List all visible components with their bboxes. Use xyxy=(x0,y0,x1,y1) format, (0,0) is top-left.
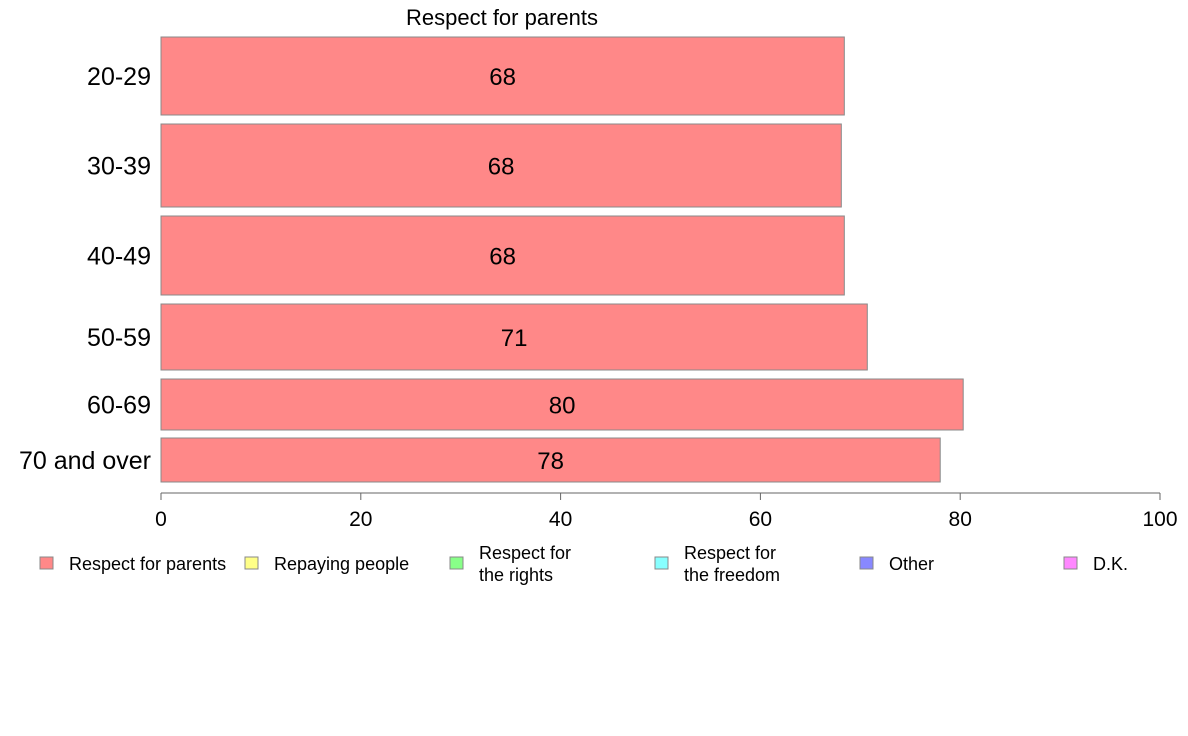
category-label: 20-29 xyxy=(87,63,151,91)
category-label: 30-39 xyxy=(87,153,151,181)
legend-label: Respect for the freedom xyxy=(684,543,780,585)
legend-swatch xyxy=(654,556,669,570)
bar-30-39 xyxy=(160,123,842,208)
category-label: 50-59 xyxy=(87,324,151,352)
value-label: 78 xyxy=(537,448,564,475)
legend-label: D.K. xyxy=(1093,554,1128,574)
bars xyxy=(160,36,964,483)
value-label: 68 xyxy=(489,64,516,91)
category-label: 40-49 xyxy=(87,243,151,271)
legend-swatch xyxy=(859,556,874,570)
bar-70-and-over xyxy=(160,437,941,483)
legend-label: Repaying people xyxy=(274,554,409,574)
category-label: 60-69 xyxy=(87,392,151,420)
x-tick-label: 0 xyxy=(155,508,167,531)
legend-swatch xyxy=(449,556,464,570)
legend-label: Respect for parents xyxy=(69,554,226,574)
legend-label: Other xyxy=(889,554,934,574)
x-tick-label: 80 xyxy=(949,508,972,531)
bar-50-59 xyxy=(160,303,868,371)
value-label: 71 xyxy=(501,325,528,352)
legend-swatch xyxy=(244,556,259,570)
bar-40-49 xyxy=(160,215,845,296)
category-label: 70 and over xyxy=(19,447,151,475)
legend-label: Respect for the rights xyxy=(479,543,571,585)
legend: Respect for parents Repaying people Respec… xyxy=(39,543,1128,585)
chart-title: Respect for parents xyxy=(406,5,598,30)
x-tick-label: 40 xyxy=(549,508,572,531)
x-axis: 0 20 40 60 80 100 xyxy=(155,492,1178,531)
x-tick-label: 20 xyxy=(349,508,372,531)
value-label: 80 xyxy=(549,393,576,420)
bar-60-69 xyxy=(160,378,964,431)
legend-swatch xyxy=(39,556,54,570)
value-label: 68 xyxy=(488,154,515,181)
category-labels: 20-29 30-39 40-49 50-59 60-69 70 and over xyxy=(19,63,151,475)
value-label: 68 xyxy=(489,244,516,271)
value-labels: 68 68 68 71 80 78 xyxy=(488,64,576,475)
legend-swatch xyxy=(1063,556,1078,570)
x-tick-label: 100 xyxy=(1142,508,1177,531)
x-tick-label: 60 xyxy=(749,508,772,531)
bar-20-29 xyxy=(160,36,845,116)
